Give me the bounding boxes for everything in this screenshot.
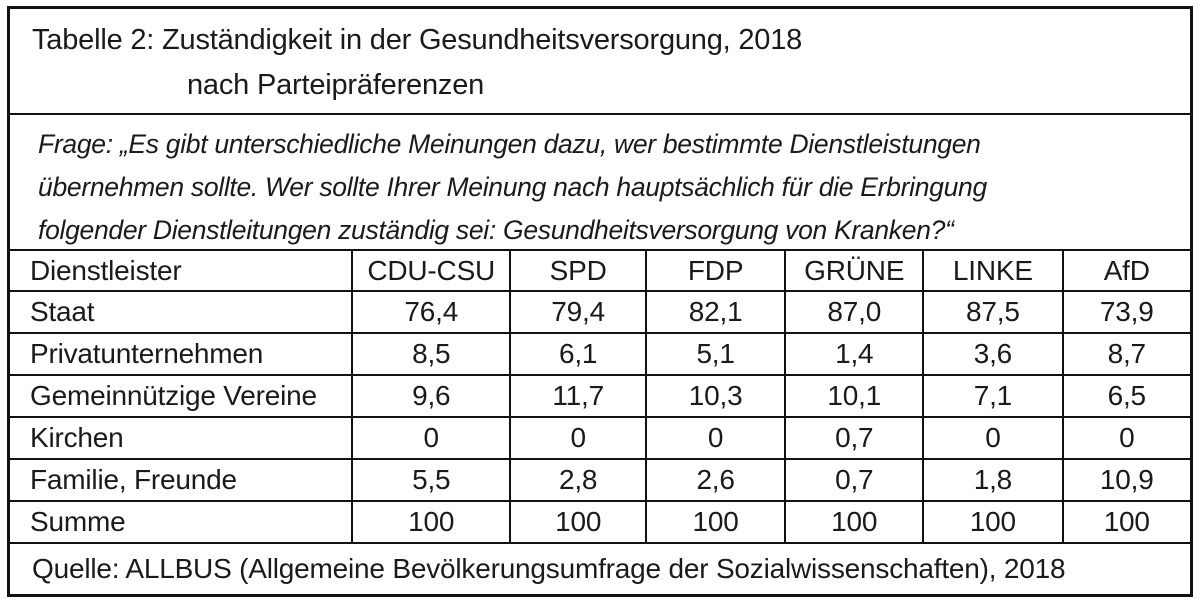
data-cell: 0	[644, 416, 787, 460]
data-cell: 76,4	[351, 290, 512, 334]
data-cell: 8,7	[1061, 332, 1190, 376]
survey-question-line3: folgender Dienstleitungen zuständig sei:…	[38, 215, 954, 245]
survey-question-line2: übernehmen sollte. Wer sollte Ihrer Mein…	[38, 172, 987, 202]
data-cell: 10,3	[644, 374, 787, 418]
row-label: Staat	[10, 290, 354, 334]
row-label: Kirchen	[10, 416, 354, 460]
data-cell: 9,6	[351, 374, 512, 418]
data-cell: 0	[1061, 416, 1190, 460]
data-cell: 0	[509, 416, 647, 460]
data-cell: 100	[509, 500, 647, 544]
data-cell: 2,6	[644, 458, 787, 502]
data-cell: 73,9	[1061, 290, 1190, 334]
row-label: Gemeinnützige Vereine	[10, 374, 354, 418]
table-title-line1: Tabelle 2: Zuständigkeit in der Gesundhe…	[32, 24, 803, 56]
data-cell: 87,0	[784, 290, 925, 334]
data-cell: 6,1	[509, 332, 647, 376]
data-cell: 100	[644, 500, 787, 544]
table-title-line2: nach Parteipräferenzen	[187, 69, 485, 101]
table-row-gemeinnuetzige-vereine: Gemeinnützige Vereine 9,6 11,7 10,3 10,1…	[10, 374, 1190, 418]
data-cell: 0,7	[784, 458, 925, 502]
table-frame: Tabelle 2: Zuständigkeit in der Gesundhe…	[7, 6, 1193, 597]
survey-question-line1: Frage: „Es gibt unterschiedliche Meinung…	[38, 129, 981, 159]
table-row-staat: Staat 76,4 79,4 82,1 87,0 87,5 73,9	[10, 290, 1190, 334]
table-row-kirchen: Kirchen 0 0 0 0,7 0 0	[10, 416, 1190, 460]
data-cell: 79,4	[509, 290, 647, 334]
row-label: Summe	[10, 500, 354, 544]
data-cell: 100	[784, 500, 925, 544]
table-row-privatunternehmen: Privatunternehmen 8,5 6,1 5,1 1,4 3,6 8,…	[10, 332, 1190, 376]
data-cell: 100	[922, 500, 1064, 544]
data-cell: 1,8	[922, 458, 1064, 502]
data-cell: 10,1	[784, 374, 925, 418]
column-header-cdu-csu: CDU-CSU	[351, 251, 512, 292]
data-cell: 82,1	[644, 290, 787, 334]
data-cell: 5,5	[351, 458, 512, 502]
data-cell: 7,1	[922, 374, 1064, 418]
column-header-afd: AfD	[1061, 251, 1190, 292]
data-cell: 0	[351, 416, 512, 460]
table-row-summe: Summe 100 100 100 100 100 100	[10, 500, 1190, 544]
row-label: Privatunternehmen	[10, 332, 354, 376]
table-row-familie-freunde: Familie, Freunde 5,5 2,8 2,6 0,7 1,8 10,…	[10, 458, 1190, 502]
data-cell: 5,1	[644, 332, 787, 376]
data-cell: 100	[1061, 500, 1190, 544]
data-cell: 11,7	[509, 374, 647, 418]
data-cell: 3,6	[922, 332, 1064, 376]
results-table: Dienstleister CDU-CSU SPD FDP GRÜNE LINK…	[10, 251, 1190, 544]
header-row: Dienstleister CDU-CSU SPD FDP GRÜNE LINK…	[10, 251, 1190, 292]
column-header-linke: LINKE	[922, 251, 1064, 292]
data-cell: 6,5	[1061, 374, 1190, 418]
data-cell: 0	[922, 416, 1064, 460]
data-cell: 8,5	[351, 332, 512, 376]
data-cell: 100	[351, 500, 512, 544]
survey-question-block: Frage: „Es gibt unterschiedliche Meinung…	[10, 115, 1190, 251]
column-header-dienstleister: Dienstleister	[10, 251, 354, 292]
column-header-gruene: GRÜNE	[784, 251, 925, 292]
data-cell: 2,8	[509, 458, 647, 502]
data-cell: 1,4	[784, 332, 925, 376]
data-cell: 0,7	[784, 416, 925, 460]
column-header-spd: SPD	[509, 251, 647, 292]
row-label: Familie, Freunde	[10, 458, 354, 502]
column-header-fdp: FDP	[644, 251, 787, 292]
table-title-block: Tabelle 2: Zuständigkeit in der Gesundhe…	[10, 9, 1190, 115]
data-cell: 87,5	[922, 290, 1064, 334]
data-cell: 10,9	[1061, 458, 1190, 502]
source-note: Quelle: ALLBUS (Allgemeine Bevölkerungsu…	[32, 553, 1066, 584]
